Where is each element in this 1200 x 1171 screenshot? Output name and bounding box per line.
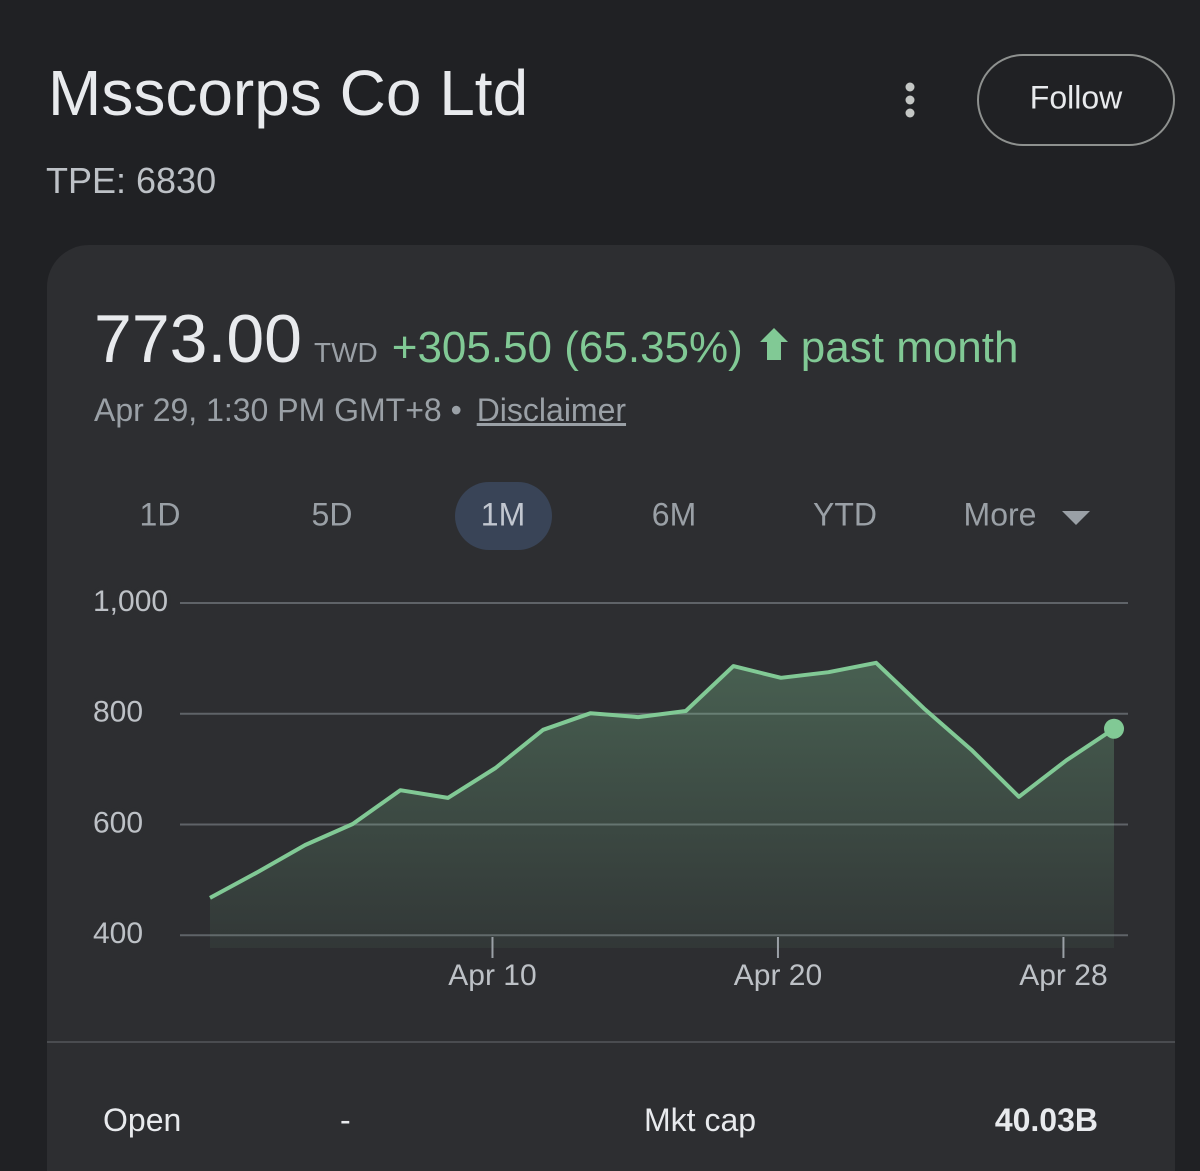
menu-dot[interactable] — [905, 82, 915, 92]
title: Msscorps Co Ltd — [48, 57, 529, 129]
last-point — [1104, 718, 1125, 739]
period: past month — [800, 323, 1019, 372]
timestamp: Apr 29, 1:30 PM GMT+8 • — [94, 392, 462, 428]
tab[interactable]: 1M — [481, 496, 525, 532]
chart: 400 600 800 1,000 Apr 10 Apr 20 Apr 28 — [89, 581, 1128, 992]
stat-label: Mkt cap — [644, 1102, 757, 1138]
follow-button[interactable] — [977, 54, 1175, 146]
tabs: 1D 5D 1M 6M YTD More — [140, 496, 1037, 532]
dropdown-arrow — [1062, 511, 1090, 525]
timestamp-row: Apr 29, 1:30 PM GMT+8 • Disclaimer — [94, 392, 626, 429]
y-tick-label: 600 — [93, 806, 143, 839]
tab-selected-bg — [455, 482, 552, 550]
price: 773.00 — [94, 301, 302, 377]
line — [209, 660, 1116, 900]
tab[interactable]: 1D — [140, 496, 181, 532]
change: +305.50 (65.35%) — [391, 323, 743, 372]
y-tick-label: 800 — [93, 696, 143, 729]
stat-label: Open — [103, 1102, 182, 1138]
ticker: TPE: 6830 — [46, 160, 217, 201]
price-row: 773.00 TWD +305.50 (65.35%) past month — [94, 300, 1018, 378]
y-tick-label: 1,000 — [93, 585, 168, 618]
y-tick-label: 400 — [93, 917, 143, 950]
tab[interactable]: 5D — [312, 496, 353, 532]
disclaimer-link[interactable]: Disclaimer — [476, 392, 627, 428]
x-tick-label: Apr 20 — [734, 959, 822, 992]
tab[interactable]: 6M — [652, 496, 696, 532]
menu-dot[interactable] — [905, 108, 915, 118]
x-tick-label: Apr 28 — [1019, 959, 1107, 992]
tab[interactable]: YTD — [813, 496, 877, 532]
currency: TWD — [313, 337, 378, 368]
x-tick-label: Apr 10 — [448, 959, 536, 992]
tab[interactable]: More — [964, 496, 1037, 532]
area — [210, 662, 1115, 948]
up-arrow — [759, 328, 788, 360]
menu-dot[interactable] — [905, 95, 915, 105]
stat-value: 40.03B — [994, 1102, 1098, 1138]
stat-value: - — [340, 1102, 351, 1138]
card — [47, 245, 1175, 1171]
follow-label[interactable]: Follow — [1030, 79, 1123, 115]
